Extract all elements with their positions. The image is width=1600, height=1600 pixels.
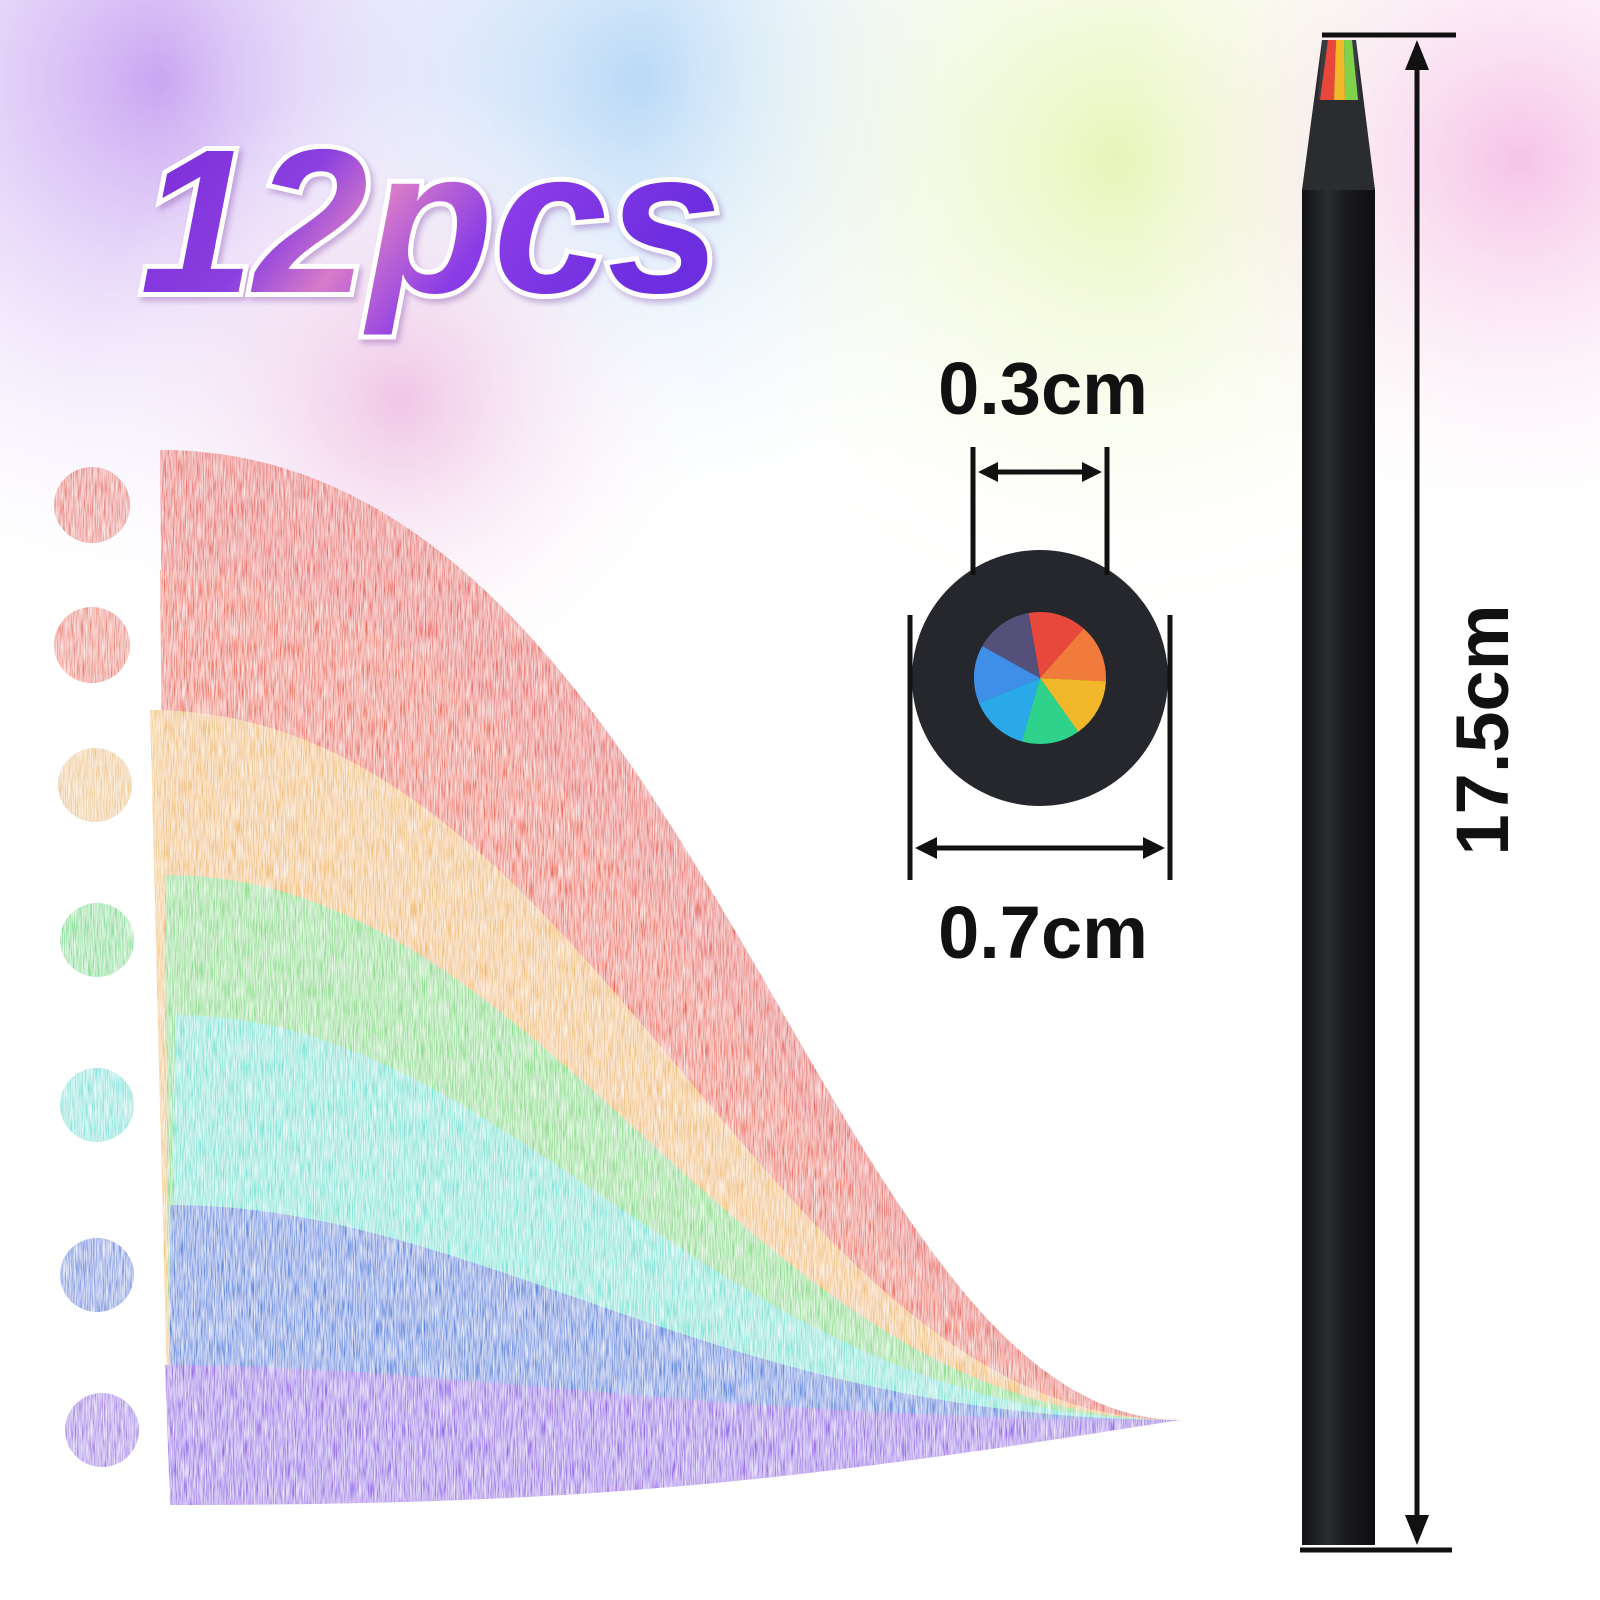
lead-section [974, 612, 1106, 744]
lead-color [1320, 40, 1336, 100]
swatches [54, 467, 139, 1467]
lead-wedge [974, 612, 1106, 744]
pencil: 17.5cm [1300, 32, 1524, 1553]
swatch [65, 1393, 139, 1467]
pencil-body [1302, 188, 1375, 1545]
swatch [54, 607, 130, 683]
swatch [54, 467, 130, 543]
lead-diameter-label: 0.3cm [938, 347, 1148, 430]
length-label: 17.5cm [1441, 605, 1524, 856]
lead-color [1334, 40, 1345, 100]
swatch [60, 1238, 134, 1312]
title: 12pcs [140, 107, 721, 336]
swatch [58, 748, 132, 822]
cross-section: 0.3cm 0.7cm [907, 347, 1173, 974]
pencil-diameter-label: 0.7cm [938, 891, 1148, 974]
lead-wedge [974, 612, 1106, 744]
swatch [60, 1068, 134, 1142]
lead-wedge [974, 612, 1106, 744]
lead-wedge [974, 612, 1106, 744]
band [165, 1365, 1180, 1505]
lead-color [1344, 40, 1358, 100]
swatch [60, 903, 134, 977]
color-bands [150, 450, 1180, 1505]
